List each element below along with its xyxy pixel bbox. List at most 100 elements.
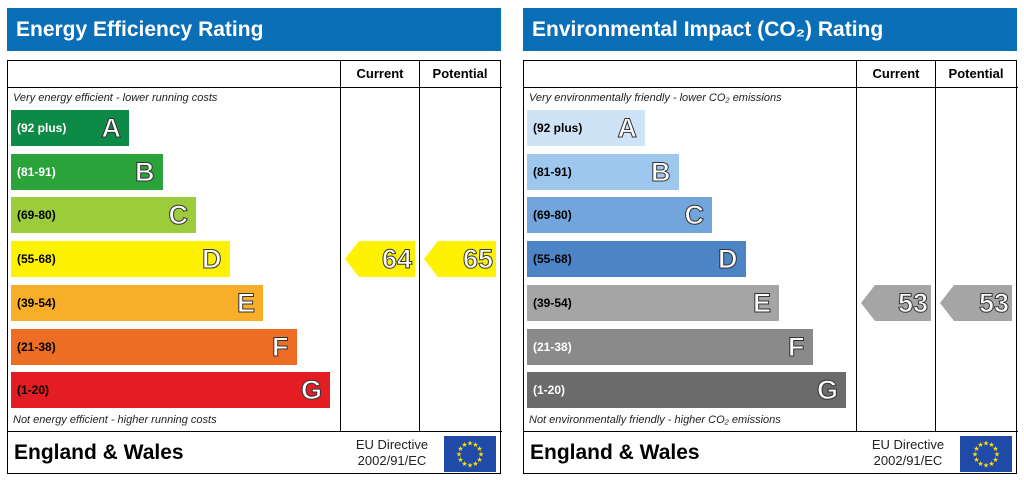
rating-band-b: (81-91) B [11, 153, 163, 190]
arrow-shape [424, 241, 496, 278]
eu-directive: EU Directive 2002/91/EC [348, 437, 436, 469]
svg-text:★: ★ [992, 456, 998, 464]
svg-text:★: ★ [478, 451, 484, 459]
rating-band-f: (21-38) F [11, 328, 297, 365]
potential-column-header: Potential [948, 66, 1004, 81]
svg-text:★: ★ [977, 441, 983, 449]
potential-rating-value: 53 [978, 287, 1009, 318]
svg-text:★: ★ [988, 441, 994, 449]
eu-flag-icon: ★★★★★★★★★ ★ ★★ [960, 436, 1012, 472]
directive-line1: EU Directive [871, 437, 945, 452]
rating-band-f: (21-38) F [527, 328, 813, 365]
band-letter: G [816, 375, 838, 406]
band-range-label: (69-80) [17, 208, 56, 223]
rating-band-e: (39-54) E [11, 284, 263, 321]
current-column-header: Current [356, 66, 404, 81]
svg-text:★: ★ [476, 445, 482, 453]
rating-band-c: (69-80) C [527, 197, 712, 234]
rating-band-g: (1-20) G [11, 372, 330, 409]
band-range-label: (92 plus) [533, 121, 583, 135]
directive-line1: EU Directive [355, 437, 429, 452]
band-letter: B [135, 156, 155, 187]
band-letter: E [236, 287, 255, 318]
svg-text:★: ★ [977, 460, 983, 468]
band-letter: B [651, 156, 671, 187]
svg-text:★: ★ [983, 462, 989, 470]
band-range-label: (55-68) [17, 252, 56, 267]
band-letter: D [202, 244, 222, 275]
band-letter: A [617, 113, 637, 144]
current-rating-value: 53 [897, 287, 928, 318]
eu-flag-icon: ★★★★★★★★★ ★ ★★ [444, 436, 496, 472]
svg-text:★: ★ [456, 451, 462, 459]
svg-text:★: ★ [994, 451, 1000, 459]
band-letter: A [101, 113, 121, 144]
band-range-label: (92 plus) [17, 121, 67, 135]
band-range-label: (39-54) [533, 295, 572, 310]
band-letter: F [788, 331, 805, 362]
svg-text:★: ★ [972, 451, 978, 459]
arrow-shape [861, 284, 931, 321]
rating-band-b: (81-91) B [527, 153, 679, 190]
directive-line2: 2002/91/EC [357, 453, 427, 468]
rating-band-d: (55-68) D [527, 241, 746, 278]
svg-text:★: ★ [461, 441, 467, 449]
band-range-label: (69-80) [533, 208, 572, 223]
svg-text:★: ★ [467, 462, 473, 470]
band-letter: D [718, 244, 738, 275]
bottom-caption: Not energy efficient - higher running co… [13, 414, 217, 426]
energy-efficiency-panel: Energy Efficiency Rating Current Potenti… [7, 8, 502, 474]
svg-text:★: ★ [467, 440, 473, 448]
band-range-label: (81-91) [533, 164, 572, 179]
svg-text:★: ★ [988, 460, 994, 468]
environmental-impact-panel: Environmental Impact (CO₂) Rating Curren… [523, 8, 1018, 474]
rating-frame: Current Potential Very environmentally f… [523, 60, 1018, 474]
potential-rating-value: 65 [462, 244, 493, 275]
bottom-caption: Not environmentally friendly - higher CO… [529, 414, 781, 426]
band-letter: C [168, 200, 188, 231]
panel-title: Energy Efficiency Rating [7, 8, 501, 51]
band-range-label: (39-54) [17, 295, 56, 310]
svg-text:★: ★ [461, 460, 467, 468]
svg-text:★: ★ [457, 456, 463, 464]
svg-text:★: ★ [457, 445, 463, 453]
svg-text:★: ★ [472, 441, 478, 449]
band-letter: G [300, 375, 322, 406]
band-range-label: (1-20) [17, 383, 50, 398]
rating-band-a: (92 plus) A [11, 110, 129, 146]
top-caption: Very environmentally friendly - lower CO… [529, 92, 782, 104]
rating-band-d: (55-68) D [11, 241, 230, 278]
band-range-label: (81-91) [17, 164, 56, 179]
potential-rating-arrow: 65 [424, 241, 496, 278]
svg-text:★: ★ [992, 445, 998, 453]
current-column-header: Current [872, 66, 920, 81]
svg-text:★: ★ [476, 456, 482, 464]
rating-frame: Current Potential Very energy efficient … [7, 60, 502, 474]
band-letter: C [684, 200, 704, 231]
svg-text:★: ★ [973, 445, 979, 453]
svg-text:★: ★ [983, 440, 989, 448]
band-range-label: (21-38) [17, 339, 56, 354]
rating-band-a: (92 plus) A [527, 110, 645, 146]
eu-directive: EU Directive 2002/91/EC [864, 437, 952, 469]
svg-text:★: ★ [973, 456, 979, 464]
band-letter: E [752, 287, 771, 318]
arrow-shape [940, 284, 1012, 321]
country-label: England & Wales [14, 441, 184, 464]
current-rating-arrow: 64 [345, 241, 415, 278]
band-range-label: (21-38) [533, 339, 572, 354]
panel-title: Environmental Impact (CO₂) Rating [523, 8, 1017, 51]
rating-band-g: (1-20) G [527, 372, 846, 409]
potential-rating-arrow: 53 [940, 284, 1012, 321]
band-range-label: (1-20) [533, 383, 566, 398]
arrow-shape [345, 241, 415, 278]
rating-band-c: (69-80) C [11, 197, 196, 234]
directive-line2: 2002/91/EC [873, 453, 943, 468]
rating-band-e: (39-54) E [527, 284, 779, 321]
band-letter: F [272, 331, 289, 362]
potential-column-header: Potential [432, 66, 488, 81]
top-caption: Very energy efficient - lower running co… [13, 92, 218, 104]
svg-text:★: ★ [472, 460, 478, 468]
current-rating-value: 64 [381, 244, 412, 275]
current-rating-arrow: 53 [861, 284, 931, 321]
